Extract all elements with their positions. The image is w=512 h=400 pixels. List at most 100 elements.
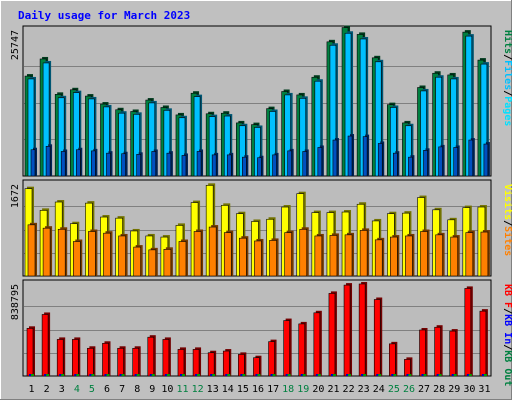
x-tick-label-day-28: 28 <box>433 384 445 395</box>
pages-bar-day-19-face <box>302 151 308 177</box>
sites-bar-day-11 <box>178 239 188 277</box>
kbf-bar-day-13-face <box>207 352 215 377</box>
pages-bar-day-14 <box>226 152 234 177</box>
x-tick-label-day-7: 7 <box>119 384 125 395</box>
kbf-bar-day-5-face <box>87 347 94 377</box>
kbout-bar-day-16 <box>257 374 261 376</box>
kbf-bar-day-26-face <box>404 359 411 377</box>
sites-bar-day-18 <box>284 230 294 277</box>
kbf-bar-day-7-face <box>117 347 124 377</box>
sites-bar-day-29-face <box>450 236 459 277</box>
top-panel: 25747 Hits/Files/Pages <box>10 25 512 177</box>
pages-bar-day-26-face <box>408 156 413 177</box>
sites-bar-day-17-face <box>269 240 277 277</box>
sites-bar-day-14 <box>223 230 234 277</box>
pages-bar-day-15 <box>242 155 249 177</box>
bottom-panel: 838795 KB F/KB In/KB Out <box>10 279 512 386</box>
kbout-bar-day-17 <box>272 374 276 376</box>
sites-bar-day-22-face <box>344 234 353 277</box>
kbf-bar-day-1-face <box>26 328 34 377</box>
pages-bar-day-2-face <box>45 146 51 177</box>
kbf-bar-day-11 <box>177 347 186 377</box>
pages-bar-day-7-face <box>121 153 126 177</box>
sites-bar-day-10 <box>163 247 173 277</box>
middle-panel: 1672 Visits/Sites <box>10 179 512 277</box>
sites-bar-day-24-face <box>374 239 383 277</box>
x-tick-label-day-11: 11 <box>176 384 188 395</box>
sites-bar-day-6 <box>103 231 113 277</box>
pages-bar-day-29 <box>453 145 460 177</box>
sites-bar-day-25 <box>390 235 400 277</box>
sites-bar-day-30-face <box>465 232 474 277</box>
kbf-bar-day-7 <box>117 346 126 377</box>
kbf-bar-day-26 <box>404 357 413 377</box>
pages-bar-day-31-face <box>483 143 489 177</box>
sites-bar-day-24 <box>374 237 385 277</box>
sites-bar-day-2 <box>42 226 53 277</box>
kbf-bar-day-27 <box>419 327 428 377</box>
kbf-bar-day-24 <box>373 297 383 377</box>
kbout-bar-day-4 <box>76 374 80 376</box>
kbf-bar-day-30-face <box>464 288 472 377</box>
sites-bar-day-30 <box>465 230 475 277</box>
pages-bar-day-12-face <box>196 151 202 177</box>
kbf-bar-day-31 <box>479 309 488 377</box>
sites-bar-day-23 <box>359 228 370 277</box>
pages-bar-day-24-face <box>377 143 383 177</box>
kbf-bar-day-13 <box>207 350 217 377</box>
kbf-bar-day-4-face <box>71 339 79 377</box>
kbf-bar-day-17-face <box>268 341 275 377</box>
pages-bar-day-10-face <box>166 152 172 177</box>
sites-bar-day-27-face <box>420 231 428 277</box>
top-legend-item-3: / <box>502 90 512 96</box>
kbout-bar-day-27 <box>423 374 427 376</box>
kbf-bar-day-21-face <box>328 293 336 377</box>
x-tick-label-day-26: 26 <box>403 384 415 395</box>
pages-bar-day-23 <box>362 134 370 177</box>
x-tick-label-day-8: 8 <box>134 384 140 395</box>
kbout-bar-day-10 <box>166 374 170 376</box>
sites-bar-day-9 <box>148 247 158 277</box>
x-tick-label-day-2: 2 <box>44 384 50 395</box>
kbf-bar-day-2-face <box>41 314 49 377</box>
sites-bar-day-21 <box>329 233 339 277</box>
pages-bar-day-19 <box>302 149 309 177</box>
pages-bar-day-20 <box>317 145 324 177</box>
kbf-bar-day-10 <box>162 337 171 377</box>
pages-bar-day-13-face <box>211 154 217 177</box>
pages-bar-day-28 <box>438 144 445 177</box>
x-tick-label-day-23: 23 <box>358 384 370 395</box>
kbout-bar-day-18 <box>287 374 291 376</box>
sites-bar-day-25-face <box>390 236 398 277</box>
sites-bar-day-18-face <box>284 232 292 277</box>
sites-bar-day-10-face <box>163 249 172 277</box>
sites-bar-day-7 <box>118 233 128 277</box>
kbout-bar-day-13 <box>212 374 216 376</box>
kbout-bar-day-15 <box>242 374 246 376</box>
pages-bar-day-1 <box>30 147 37 177</box>
bottom-legend-item-2: KB In <box>502 314 512 344</box>
kbf-bar-day-19 <box>298 321 307 377</box>
x-tick-label-day-22: 22 <box>343 384 355 395</box>
pages-bar-day-2 <box>45 144 53 177</box>
kbf-bar-day-9 <box>147 335 156 377</box>
x-tick-label-day-25: 25 <box>388 384 400 395</box>
sites-bar-day-8 <box>133 245 143 277</box>
kbf-bar-day-6 <box>102 341 111 377</box>
pages-bar-day-9-face <box>151 151 157 177</box>
bottom-side-legend: KB F/KB In/KB Out <box>502 284 512 386</box>
sites-bar-day-20-face <box>314 235 323 277</box>
x-axis-ticks: 1 2 3 4 5 6 7 8 9 10 11 12 13 14 15 16 17 18 19 20 21 22 23 24 2… <box>29 384 491 395</box>
sites-bar-day-19-face <box>299 228 308 277</box>
sites-bar-day-19 <box>299 227 309 277</box>
pages-bar-day-9 <box>151 149 158 177</box>
top-side-legend: Hits/Files/Pages <box>502 30 512 126</box>
kbout-bar-day-3 <box>61 374 65 376</box>
sites-bar-day-1 <box>27 222 37 277</box>
pages-bar-day-11-face <box>181 155 187 177</box>
kbf-bar-day-20-face <box>313 312 321 377</box>
pages-bar-day-5-face <box>91 150 96 177</box>
kbout-bar-day-5 <box>91 374 95 376</box>
top-legend-item-4: Pages <box>502 96 512 126</box>
